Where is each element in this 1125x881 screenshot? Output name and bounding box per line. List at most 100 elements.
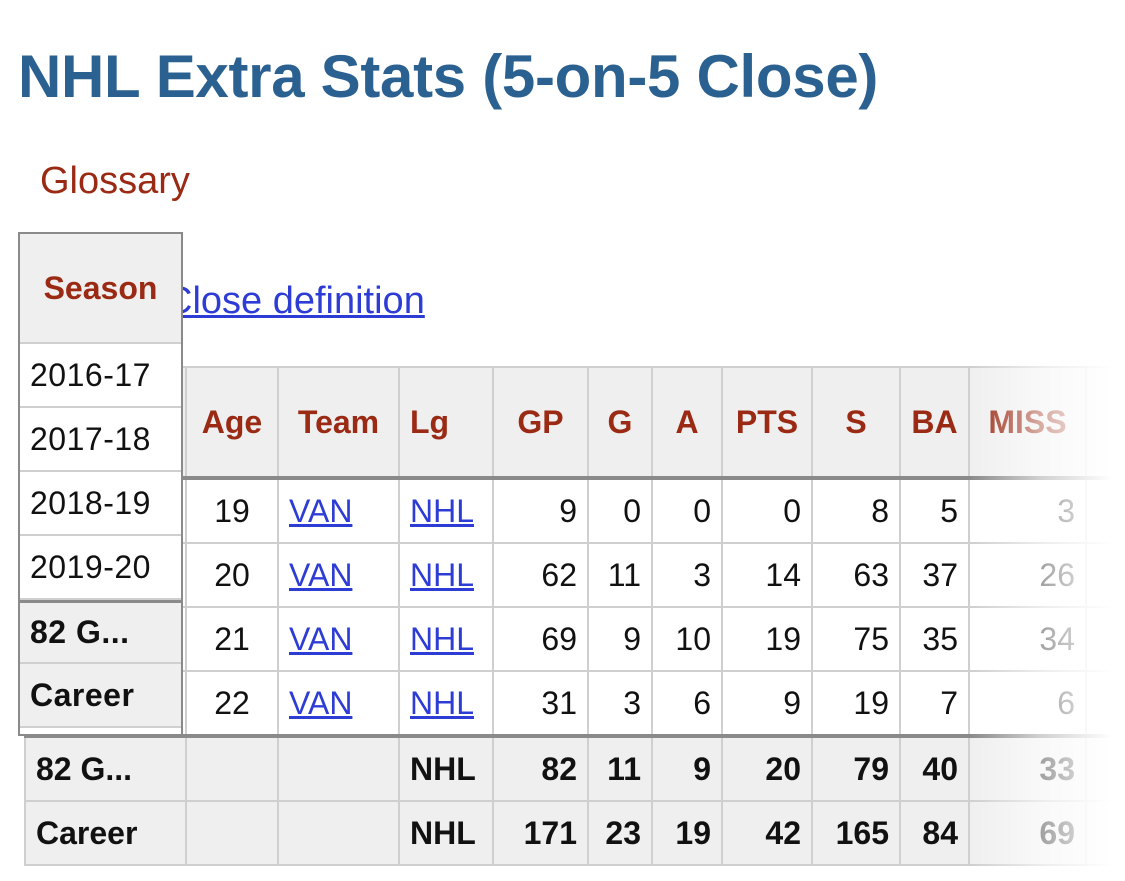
cell-t xyxy=(1085,477,1125,544)
cell-team xyxy=(277,800,400,866)
stats-table-scroll[interactable]: Season Age Team Lg GP G A PTS S BA MISS … xyxy=(24,366,1125,866)
cell-lg: NHL xyxy=(398,670,494,737)
cell-g: 11 xyxy=(587,734,653,802)
cell-team: VAN xyxy=(277,477,400,544)
cell-miss: 3 xyxy=(968,477,1087,544)
table-row: 21 VAN NHL 69 9 10 19 75 35 34 xyxy=(24,606,1125,672)
sticky-season-column: Season 2016-17 2017-18 2018-19 2019-20 8… xyxy=(18,232,183,736)
glossary-link[interactable]: Glossary xyxy=(40,160,190,202)
cell-team: VAN xyxy=(277,542,400,608)
team-link[interactable]: VAN xyxy=(289,684,353,721)
totals-label: Career xyxy=(20,664,181,728)
cell-team: VAN xyxy=(277,606,400,672)
cell-g: 0 xyxy=(587,477,653,544)
season-cell: 2019-20 xyxy=(20,536,181,600)
sticky-header-season[interactable]: Season xyxy=(20,234,181,344)
cell-s: 165 xyxy=(811,800,901,866)
league-link[interactable]: NHL xyxy=(410,556,475,593)
cell-age: 21 xyxy=(185,606,279,672)
cell-age: 20 xyxy=(185,542,279,608)
cell-ba: 7 xyxy=(899,670,970,737)
cell-gp: 82 xyxy=(492,734,589,802)
cell-miss: 6 xyxy=(968,670,1087,737)
col-header-lg[interactable]: Lg xyxy=(398,366,494,480)
team-link[interactable]: VAN xyxy=(289,620,353,657)
team-link[interactable]: VAN xyxy=(289,492,353,529)
cell-age: 22 xyxy=(185,670,279,737)
col-header-s[interactable]: S xyxy=(811,366,901,480)
cell-a: 10 xyxy=(651,606,723,672)
league-link[interactable]: NHL xyxy=(410,492,475,529)
cell-ba: 84 xyxy=(899,800,970,866)
cell-team: VAN xyxy=(277,670,400,737)
cell-s: 8 xyxy=(811,477,901,544)
cell-g: 23 xyxy=(587,800,653,866)
cell-age xyxy=(185,800,279,866)
season-cell: 2018-19 xyxy=(20,472,181,536)
table-row: 20 VAN NHL 62 11 3 14 63 37 26 xyxy=(24,542,1125,608)
cell-lg: NHL xyxy=(398,542,494,608)
cell-t xyxy=(1085,800,1125,866)
table-row: 19 VAN NHL 9 0 0 0 8 5 3 xyxy=(24,477,1125,544)
cell-gp: 171 xyxy=(492,800,589,866)
col-header-a[interactable]: A xyxy=(651,366,723,480)
cell-t xyxy=(1085,734,1125,802)
cell-age: 19 xyxy=(185,477,279,544)
cell-s: 63 xyxy=(811,542,901,608)
cell-age xyxy=(185,734,279,802)
league-link[interactable]: NHL xyxy=(410,684,475,721)
col-header-t[interactable]: T xyxy=(1085,366,1125,480)
col-header-gp[interactable]: GP xyxy=(492,366,589,480)
cell-g: 11 xyxy=(587,542,653,608)
cell-s: 75 xyxy=(811,606,901,672)
cell-t xyxy=(1085,670,1125,737)
cell-gp: 69 xyxy=(492,606,589,672)
cell-s: 19 xyxy=(811,670,901,737)
league-link[interactable]: NHL xyxy=(410,620,475,657)
col-header-g[interactable]: G xyxy=(587,366,653,480)
cell-pts: 19 xyxy=(721,606,813,672)
cell-t xyxy=(1085,542,1125,608)
col-header-team[interactable]: Team xyxy=(277,366,400,480)
cell-gp: 9 xyxy=(492,477,589,544)
cell-s: 79 xyxy=(811,734,901,802)
cell-ba: 37 xyxy=(899,542,970,608)
page-title: NHL Extra Stats (5-on-5 Close) xyxy=(18,43,879,110)
cell-pts: 14 xyxy=(721,542,813,608)
cell-lg: NHL xyxy=(398,606,494,672)
cell-pts: 9 xyxy=(721,670,813,737)
team-link[interactable]: VAN xyxy=(289,556,353,593)
cell-a: 3 xyxy=(651,542,723,608)
close-definition-link[interactable]: Close definition xyxy=(165,280,425,322)
col-header-miss[interactable]: MISS xyxy=(968,366,1087,480)
cell-miss: 69 xyxy=(968,800,1087,866)
cell-a: 0 xyxy=(651,477,723,544)
cell-miss: 34 xyxy=(968,606,1087,672)
col-header-age[interactable]: Age xyxy=(185,366,279,480)
cell-team xyxy=(277,734,400,802)
totals-row: 82 G... NHL 82 11 9 20 79 40 33 xyxy=(24,734,1125,802)
cell-ba: 40 xyxy=(899,734,970,802)
cell-pts: 20 xyxy=(721,734,813,802)
table-row: 22 VAN NHL 31 3 6 9 19 7 6 xyxy=(24,670,1125,737)
cell-pts: 42 xyxy=(721,800,813,866)
cell-miss: 26 xyxy=(968,542,1087,608)
col-header-ba[interactable]: BA xyxy=(899,366,970,480)
col-header-pts[interactable]: PTS xyxy=(721,366,813,480)
totals-label: Career xyxy=(24,800,187,866)
cell-a: 9 xyxy=(651,734,723,802)
cell-miss: 33 xyxy=(968,734,1087,802)
totals-label: 82 G... xyxy=(24,734,187,802)
cell-g: 3 xyxy=(587,670,653,737)
totals-row: Career NHL 171 23 19 42 165 84 69 xyxy=(24,800,1125,866)
cell-ba: 35 xyxy=(899,606,970,672)
cell-gp: 62 xyxy=(492,542,589,608)
cell-a: 6 xyxy=(651,670,723,737)
cell-a: 19 xyxy=(651,800,723,866)
cell-lg: NHL xyxy=(398,800,494,866)
cell-gp: 31 xyxy=(492,670,589,737)
cell-lg: NHL xyxy=(398,734,494,802)
season-cell: 2017-18 xyxy=(20,408,181,472)
cell-t xyxy=(1085,606,1125,672)
totals-label: 82 G... xyxy=(20,600,181,664)
